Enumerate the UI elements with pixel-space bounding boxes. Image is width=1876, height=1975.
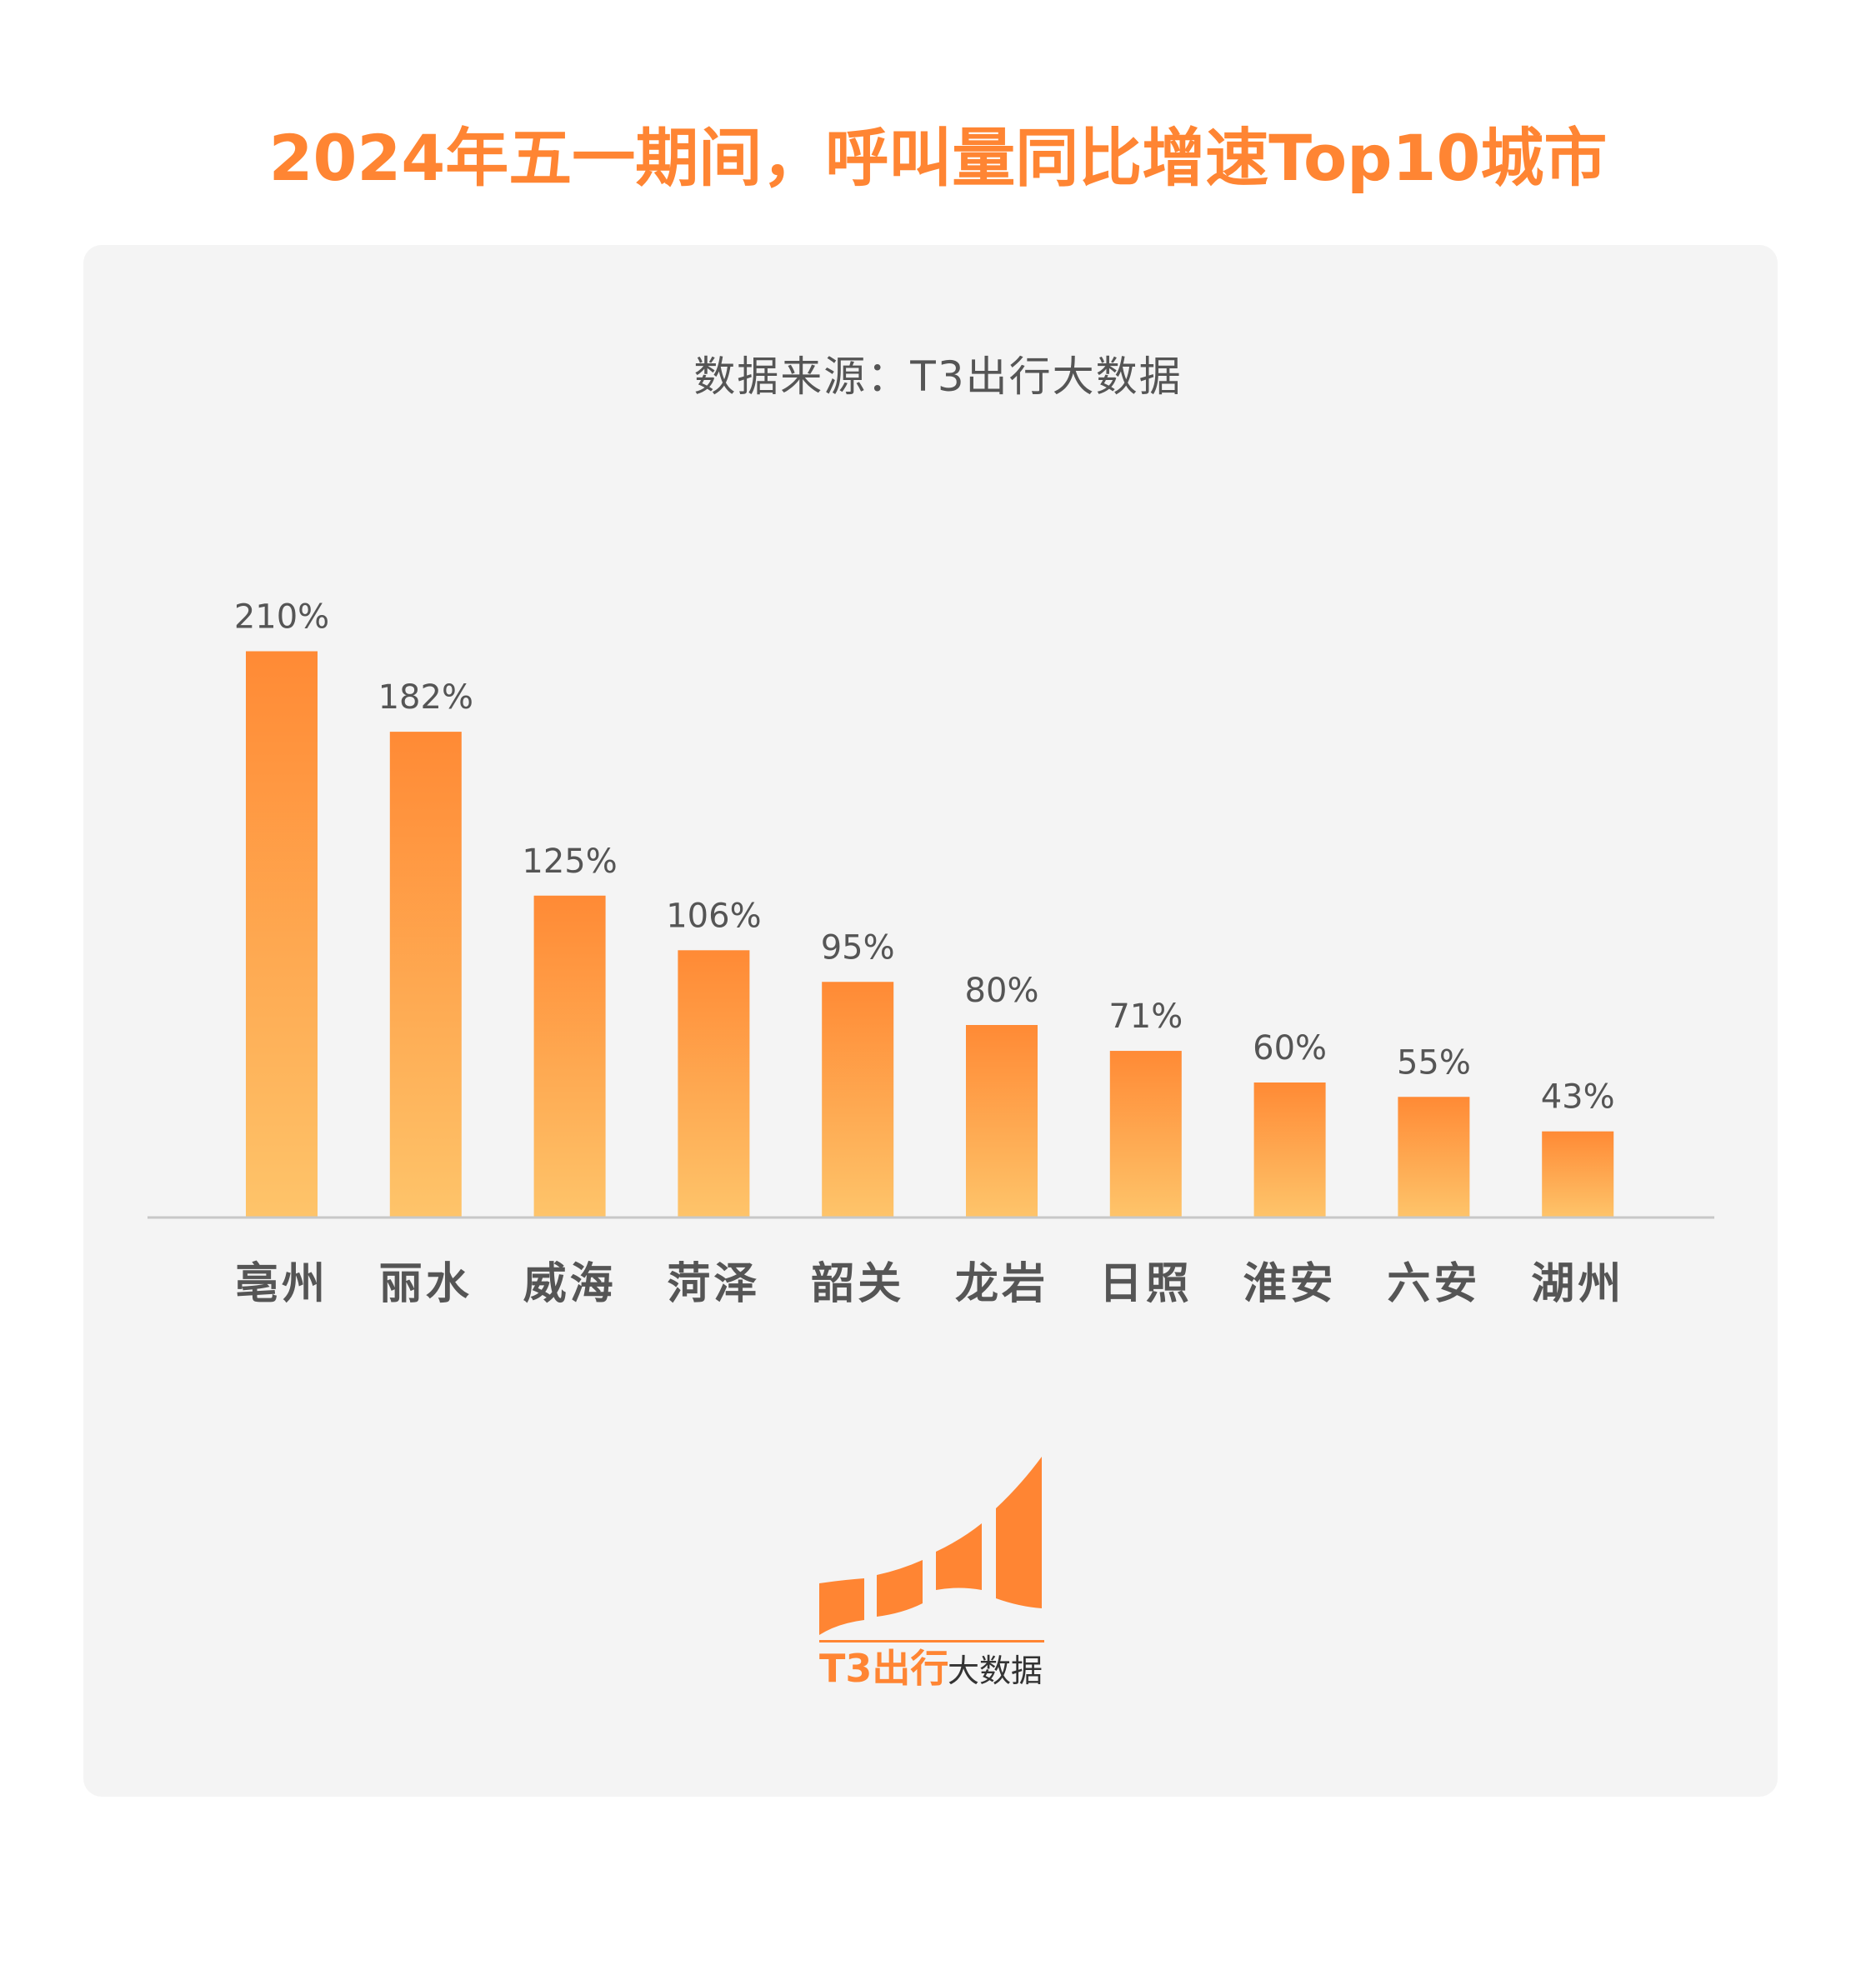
bar-chart: 210% 亳州 182% 丽水 125% 威海 106% 菏泽 95% 韶关 80% 龙岩 71% 日照 6… bbox=[148, 598, 1714, 1309]
value-label: 125% bbox=[522, 842, 617, 881]
logo-bar-4 bbox=[996, 1457, 1042, 1608]
bar-6 bbox=[1109, 1051, 1182, 1218]
chart-card bbox=[83, 245, 1778, 1797]
value-label: 95% bbox=[821, 928, 895, 967]
logo-suffix-text: 大数据 bbox=[948, 1652, 1043, 1689]
category-label: 韶关 bbox=[811, 1259, 904, 1309]
logo-line bbox=[819, 1640, 1044, 1642]
logo-bar-2 bbox=[877, 1560, 923, 1617]
bar-2 bbox=[533, 895, 606, 1218]
bar-7 bbox=[1253, 1082, 1326, 1218]
bar-1 bbox=[389, 732, 462, 1218]
bar-0 bbox=[246, 651, 318, 1218]
value-label: 182% bbox=[378, 678, 473, 717]
bar-5 bbox=[966, 1025, 1038, 1218]
category-label: 亳州 bbox=[235, 1259, 328, 1309]
data-source: 数据来源：T3出行大数据 bbox=[693, 352, 1183, 401]
page-title: 2024年五一期间，呼叫量同比增速Top10城市 bbox=[268, 121, 1608, 195]
bar-9 bbox=[1542, 1131, 1614, 1218]
value-label: 210% bbox=[234, 598, 329, 637]
value-label: 55% bbox=[1397, 1043, 1471, 1082]
t3-logo: T3出行 大数据 bbox=[819, 1457, 1044, 1691]
category-label: 菏泽 bbox=[667, 1259, 760, 1309]
category-label: 湖州 bbox=[1531, 1259, 1624, 1309]
value-label: 60% bbox=[1253, 1029, 1327, 1068]
category-label: 六安 bbox=[1387, 1259, 1480, 1309]
bar-8 bbox=[1398, 1097, 1470, 1218]
value-label: 71% bbox=[1108, 998, 1183, 1036]
value-label: 43% bbox=[1541, 1078, 1615, 1117]
logo-bar-1 bbox=[819, 1578, 864, 1635]
value-label: 106% bbox=[666, 897, 761, 935]
category-label: 淮安 bbox=[1243, 1259, 1337, 1309]
category-label: 龙岩 bbox=[955, 1259, 1048, 1309]
bar-4 bbox=[822, 982, 894, 1218]
category-label: 威海 bbox=[523, 1259, 617, 1309]
bar-3 bbox=[678, 950, 750, 1218]
logo-brand-text: T3出行 bbox=[819, 1646, 948, 1691]
category-label: 日照 bbox=[1099, 1259, 1193, 1309]
value-label: 80% bbox=[965, 972, 1039, 1010]
category-label: 丽水 bbox=[379, 1259, 473, 1309]
logo-bar-3 bbox=[936, 1523, 982, 1590]
